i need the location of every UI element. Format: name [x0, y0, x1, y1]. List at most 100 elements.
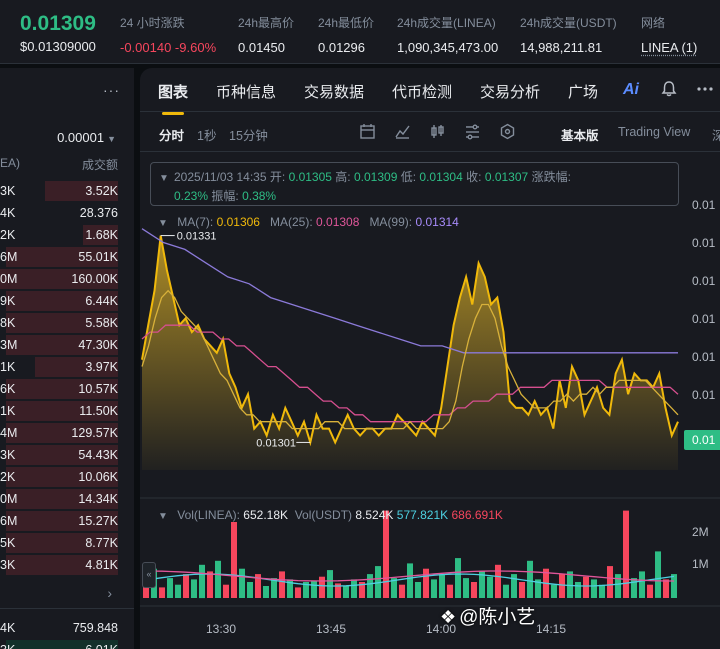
- volume-bar: [487, 576, 493, 598]
- ask-row[interactable]: 4K 28.376: [0, 202, 134, 224]
- ask-row[interactable]: 3K 4.81K: [0, 554, 134, 576]
- last-price-usd: $0.01309000: [20, 39, 96, 54]
- caret-down-icon[interactable]: ▼: [158, 511, 168, 522]
- ma99-line: [141, 228, 678, 354]
- ask-row[interactable]: 2K 10.06K: [0, 466, 134, 488]
- bid-row[interactable]: 3K 6.01K: [0, 639, 134, 649]
- depth-bar: [6, 401, 118, 421]
- more-icon[interactable]: [696, 80, 714, 98]
- tab-item[interactable]: 图表: [158, 81, 188, 115]
- tab-item[interactable]: 交易分析: [480, 84, 541, 101]
- scroll-left-button[interactable]: «: [142, 562, 156, 588]
- volume-bar: [295, 587, 301, 598]
- volume-bar: [423, 568, 429, 598]
- ask-row[interactable]: 5K 8.77K: [0, 532, 134, 554]
- volume-legend: ▼ Vol(LINEA): 652.18K Vol(USDT) 8.524K 5…: [158, 508, 503, 522]
- price-axis-tick: 0.01: [692, 350, 716, 364]
- candle-type-icon[interactable]: [429, 123, 446, 140]
- time-axis-tick: 14:00: [426, 622, 456, 636]
- volume-bar: [271, 578, 277, 598]
- ask-row[interactable]: 2K 1.68K: [0, 224, 134, 246]
- ask-row[interactable]: 0M 160.00K: [0, 268, 134, 290]
- bell-icon[interactable]: [660, 80, 678, 98]
- volume-bar: [367, 574, 373, 598]
- ask-row[interactable]: 3M 47.30K: [0, 334, 134, 356]
- interval-option[interactable]: 15分钟: [229, 129, 268, 143]
- volume-bar: [391, 578, 397, 598]
- ask-row[interactable]: 6K 10.57K: [0, 378, 134, 400]
- volume-bar: [535, 579, 541, 598]
- view-option[interactable]: 基本版: [561, 129, 599, 143]
- ask-row[interactable]: 4M 129.57K: [0, 422, 134, 444]
- ask-amount: 3K: [0, 184, 16, 198]
- ask-amount: 4K: [0, 206, 16, 220]
- volume-bar: [599, 584, 605, 598]
- volume-bar: [655, 551, 661, 598]
- tab-item[interactable]: 代币检测: [392, 84, 453, 101]
- volume-bar: [159, 587, 165, 598]
- bid-row[interactable]: 4K 759.848: [0, 617, 134, 639]
- ticker-stat-label: 24h最高价: [238, 16, 295, 30]
- volume-bar: [671, 574, 677, 598]
- ask-amount: 0M: [0, 272, 18, 286]
- tab-item[interactable]: 交易数据: [304, 84, 365, 101]
- depth-bar: [6, 313, 118, 333]
- view-option[interactable]: Trading View: [618, 125, 691, 139]
- volume-bar: [583, 576, 589, 598]
- caret-down-icon[interactable]: ▼: [158, 218, 168, 229]
- tab-bar: 图表 币种信息 交易数据 代币检测 交易分析 广场 Ai: [140, 68, 720, 115]
- chart-panel: 图表 币种信息 交易数据 代币检测 交易分析 广场 Ai 分时 1秒 15分钟: [140, 68, 720, 649]
- tab-item[interactable]: 币种信息: [216, 84, 277, 101]
- watermark: ❖ @陈小艺: [440, 607, 536, 628]
- ask-row[interactable]: 6M 15.27K: [0, 510, 134, 532]
- settings-icon[interactable]: [464, 123, 481, 140]
- ai-button[interactable]: Ai: [623, 81, 639, 98]
- ma7-line: [141, 289, 679, 430]
- change-label: 涨跌幅:: [531, 170, 571, 184]
- calendar-icon[interactable]: [359, 123, 376, 140]
- depth-bar: [45, 181, 118, 201]
- depth-bar: [6, 467, 118, 487]
- ticker-stat-value[interactable]: LINEA (1): [641, 40, 698, 55]
- volume-bar: [199, 564, 205, 599]
- close-label: 收:: [466, 170, 482, 184]
- ask-row[interactable]: 9K 6.44K: [0, 290, 134, 312]
- tick-size-select[interactable]: 0.00001 ▼: [57, 130, 116, 145]
- price-axis-tick: 0.01: [692, 388, 716, 402]
- volume-bar: [239, 568, 245, 598]
- tab-item[interactable]: 广场: [568, 84, 599, 101]
- hex-icon[interactable]: [499, 123, 516, 140]
- ask-row[interactable]: 0M 14.34K: [0, 488, 134, 510]
- ticker-bar: 0.01309 $0.01309000 24 小时涨跌 -0.00140 -9.6…: [0, 0, 720, 64]
- ask-row[interactable]: 1K 11.50K: [0, 400, 134, 422]
- vol-usdt-label: Vol(USDT): [294, 508, 353, 522]
- ask-row[interactable]: 6M 55.01K: [0, 246, 134, 268]
- depth-bar: [6, 640, 118, 649]
- chevron-right-icon[interactable]: ›: [107, 585, 112, 601]
- depth-bar: [0, 269, 118, 289]
- bid-amount: 4K: [0, 621, 16, 635]
- volume-bar: [455, 558, 461, 598]
- time-axis-tick: 14:15: [536, 622, 566, 636]
- ask-total: 6.44K: [85, 294, 118, 308]
- interval-option[interactable]: 1秒: [197, 129, 217, 143]
- ask-total: 4.81K: [85, 558, 118, 572]
- ticker-stat-value: 0.01450: [238, 40, 285, 55]
- ask-row[interactable]: 3K 54.43K: [0, 444, 134, 466]
- volume-bar: [479, 571, 485, 598]
- price-chart[interactable]: 0.01331 0.01301 0.01 0.01 0.01 0.01 0.01 0.01 2M…: [140, 68, 720, 649]
- ask-total: 10.06K: [78, 470, 118, 484]
- ask-amount: 9K: [0, 294, 16, 308]
- volume-bar: [631, 578, 637, 598]
- more-icon[interactable]: ···: [103, 82, 120, 98]
- ask-amount: 1K: [0, 360, 16, 374]
- indicator-icon[interactable]: [394, 123, 411, 140]
- volume-bar: [415, 582, 421, 598]
- depth-bar: [6, 533, 118, 553]
- ask-row[interactable]: 3K 3.52K: [0, 180, 134, 202]
- interval-option[interactable]: 分时: [159, 129, 185, 143]
- view-option[interactable]: 深: [712, 129, 720, 143]
- caret-down-icon[interactable]: ▼: [159, 173, 169, 184]
- ask-row[interactable]: 1K 3.97K: [0, 356, 134, 378]
- ask-row[interactable]: 8K 5.58K: [0, 312, 134, 334]
